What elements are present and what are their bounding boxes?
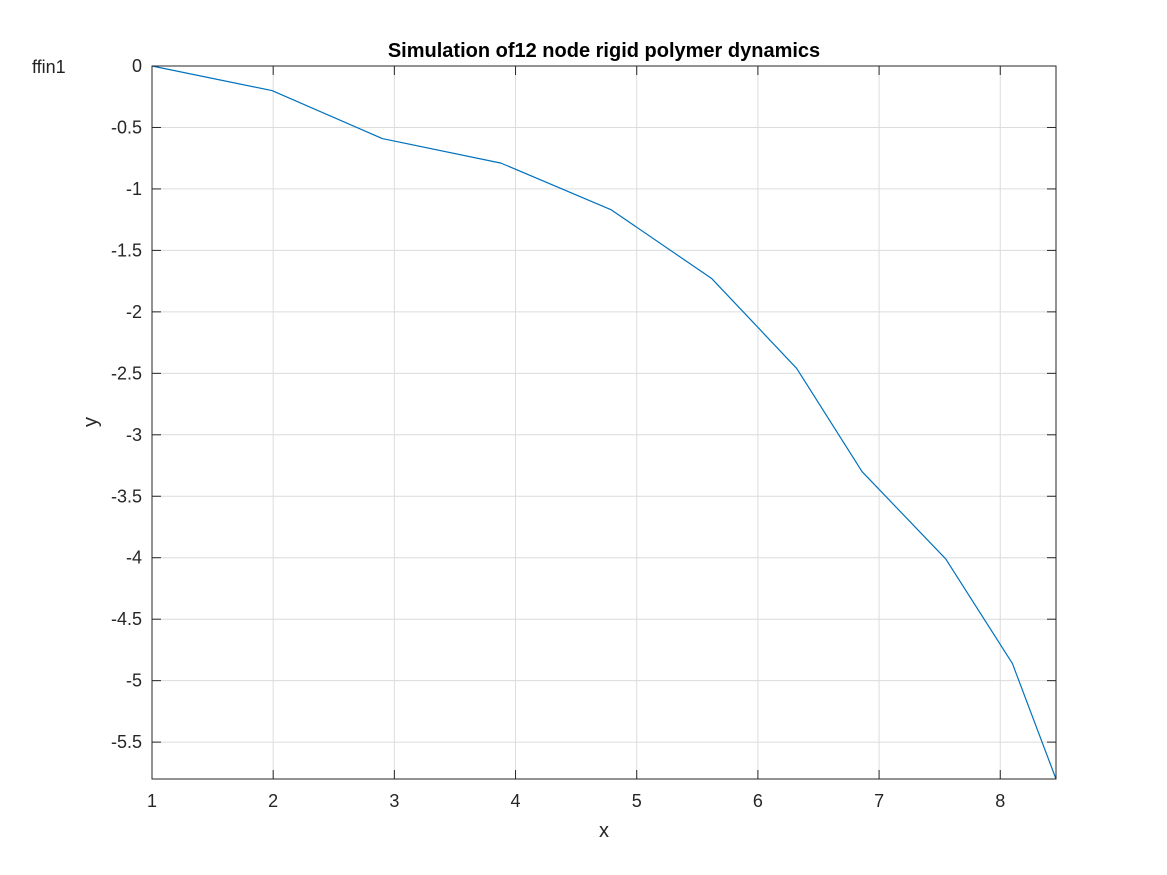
y-tick-label: -2: [126, 302, 142, 322]
y-tick-labels: 0 -0.5 -1 -1.5 -2 -2.5 -3 -3.5 -4 -4.5 -5 -5.5: [111, 56, 142, 752]
chart-title: Simulation of12 node rigid polymer dynam…: [388, 40, 820, 62]
y-axis-label: y: [80, 417, 102, 427]
x-tick-label: 7: [874, 791, 884, 811]
y-tick-label: -5: [126, 671, 142, 691]
x-axis-label: x: [599, 820, 609, 842]
x-tick-label: 6: [753, 791, 763, 811]
ticks: [151, 65, 1056, 779]
x-tick-label: 3: [389, 791, 399, 811]
y-tick-label: -1: [126, 179, 142, 199]
x-tick-label: 8: [995, 791, 1005, 811]
figure-label: ffin1: [32, 57, 66, 77]
y-tick-label: -1.5: [111, 240, 142, 260]
y-tick-label: -5.5: [111, 732, 142, 752]
data-series: [151, 65, 1057, 780]
series-line: [151, 65, 1057, 780]
y-tick-label: -0.5: [111, 117, 142, 137]
plot-area-background: [152, 66, 1056, 779]
y-tick-label: 0: [132, 56, 142, 76]
axes-box: [151, 65, 1057, 780]
y-tick-label: -2.5: [111, 363, 142, 383]
y-tick-label: -3.5: [111, 486, 142, 506]
y-tick-label: -3: [126, 425, 142, 445]
x-tick-label: 2: [268, 791, 278, 811]
x-tick-label: 5: [632, 791, 642, 811]
x-tick-label: 1: [147, 791, 157, 811]
x-tick-labels: 1 2 3 4 5 6 7 8: [147, 791, 1005, 811]
x-tick-label: 4: [511, 791, 521, 811]
y-tick-label: -4: [126, 548, 142, 568]
y-tick-label: -4.5: [111, 609, 142, 629]
